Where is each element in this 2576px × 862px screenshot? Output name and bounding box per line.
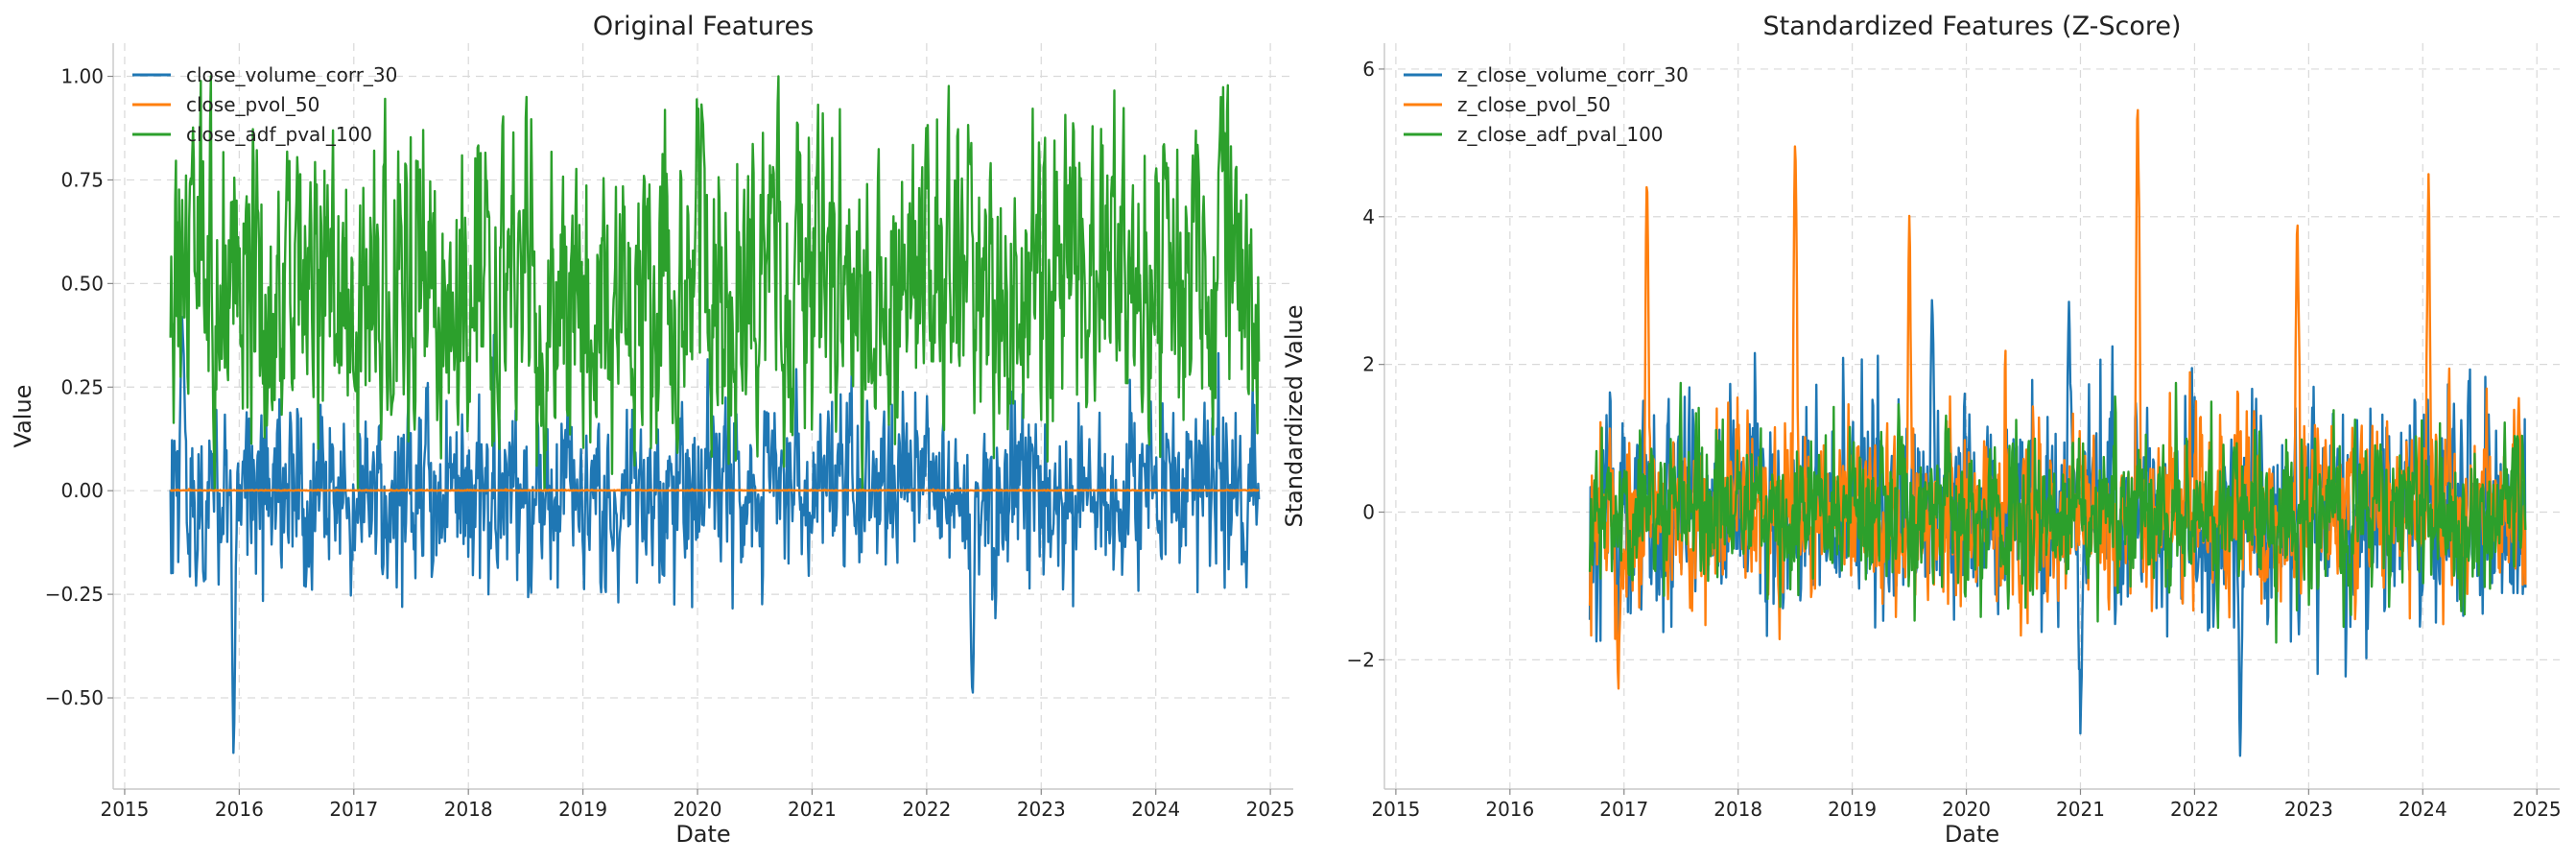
series-line-close-adf-pval-100 [169, 75, 1261, 492]
x-tick-label: 2020 [1942, 798, 1991, 821]
legend: close_volume_corr_30 close_pvol_50 close_a… [132, 63, 397, 146]
y-tick-label: −0.25 [45, 583, 104, 606]
x-tick-label: 2024 [1131, 798, 1180, 821]
panel-standardized-features: Standardized Features (Z-Score) 2015 2016… [1281, 12, 2562, 848]
legend-label: close_adf_pval_100 [186, 123, 372, 146]
series-line-close-pvol-50 [169, 488, 1260, 492]
series-line-close-volume-corr-30 [169, 316, 1261, 754]
series-layer [169, 75, 1261, 754]
x-tick-label: 2020 [674, 798, 722, 821]
legend-label: close_volume_corr_30 [186, 63, 397, 86]
chart-title: Original Features [593, 12, 814, 41]
y-tick-label: 0.25 [60, 375, 104, 398]
legend-label: z_close_volume_corr_30 [1457, 63, 1689, 86]
x-tick-label: 2025 [2513, 798, 2562, 821]
x-tick-label: 2025 [1246, 798, 1295, 821]
x-tick-label: 2021 [2056, 798, 2105, 821]
x-tick-label: 2022 [902, 798, 951, 821]
legend-label: z_close_adf_pval_100 [1457, 123, 1664, 146]
y-axis-ticks: −2 0 2 4 6 [1347, 58, 1384, 671]
grid [1384, 43, 2560, 789]
x-tick-label: 2016 [215, 798, 264, 821]
legend: z_close_volume_corr_30 z_close_pvol_50 z_c… [1404, 63, 1689, 146]
y-tick-label: 0.75 [60, 168, 104, 191]
x-tick-label: 2018 [444, 798, 493, 821]
series-line-z-close-pvol-50 [1588, 108, 2527, 690]
y-tick-label: 2 [1362, 353, 1375, 376]
x-tick-label: 2023 [1017, 798, 1066, 821]
x-axis-ticks: 2015 2016 2017 2018 2019 2020 2021 2022 2023 2024… [1371, 789, 2562, 821]
y-axis-label: Standardized Value [1281, 305, 1308, 528]
x-axis-label: Date [1945, 821, 1999, 848]
legend-label: z_close_pvol_50 [1457, 93, 1611, 116]
x-axis-ticks: 2015 2016 2017 2018 2019 2020 2021 2022 2023 2024… [100, 789, 1295, 821]
x-tick-label: 2024 [2399, 798, 2447, 821]
x-tick-label: 2023 [2284, 798, 2333, 821]
x-tick-label: 2017 [1599, 798, 1648, 821]
y-tick-label: −0.50 [45, 686, 104, 709]
y-tick-label: −2 [1347, 648, 1375, 671]
chart-title: Standardized Features (Z-Score) [1763, 12, 2182, 41]
panel-original-features: Original Features 2015 2016 2017 2018 2019 20… [10, 12, 1295, 848]
y-axis-label: Value [10, 385, 36, 448]
x-tick-label: 2015 [100, 798, 149, 821]
x-tick-label: 2021 [788, 798, 837, 821]
axes-spines [112, 43, 1293, 790]
y-tick-label: 1.00 [60, 65, 104, 88]
y-axis-ticks: −0.50 −0.25 0.00 0.25 0.50 0.75 1.00 [45, 65, 113, 709]
x-axis-label: Date [675, 821, 730, 848]
x-tick-label: 2019 [1828, 798, 1877, 821]
axes-spines [1383, 43, 2560, 790]
y-tick-label: 4 [1362, 205, 1375, 228]
series-line-z-close-adf-pval-100 [1588, 381, 2527, 644]
legend-label: close_pvol_50 [186, 93, 319, 116]
y-tick-label: 6 [1362, 58, 1375, 81]
y-tick-label: 0.50 [60, 272, 104, 295]
series-layer [1588, 108, 2527, 757]
x-tick-label: 2017 [329, 798, 378, 821]
y-tick-label: 0.00 [60, 479, 104, 502]
x-tick-label: 2018 [1713, 798, 1762, 821]
x-tick-label: 2015 [1371, 798, 1420, 821]
x-tick-label: 2022 [2170, 798, 2219, 821]
x-tick-label: 2016 [1485, 798, 1534, 821]
y-tick-label: 0 [1362, 501, 1375, 524]
x-tick-label: 2019 [558, 798, 607, 821]
